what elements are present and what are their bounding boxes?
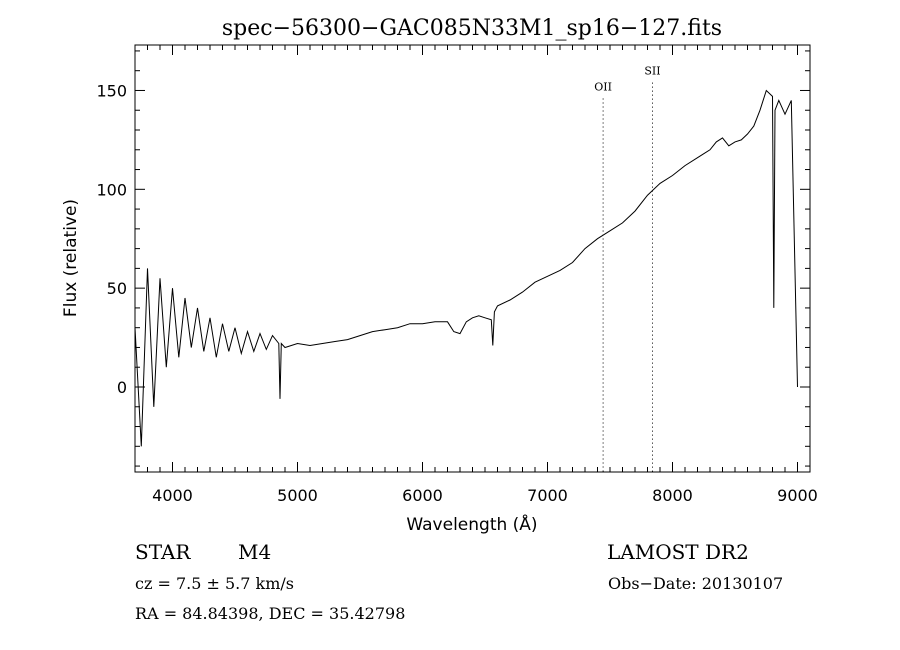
spectrum-line bbox=[134, 89, 798, 447]
y-tick-label: 100 bbox=[96, 180, 127, 199]
redshift-text: cz = 7.5 ± 5.7 km/s bbox=[135, 574, 294, 593]
x-axis-label: Wavelength (Å) bbox=[406, 513, 537, 535]
x-tick-label: 5000 bbox=[277, 486, 318, 505]
object-class: STAR bbox=[135, 540, 191, 564]
plot-frame bbox=[134, 44, 811, 473]
object-subclass: M4 bbox=[238, 540, 272, 564]
y-tick-label: 0 bbox=[117, 378, 127, 397]
survey-label: LAMOST DR2 bbox=[607, 540, 749, 564]
x-tick-label: 6000 bbox=[402, 486, 443, 505]
marker-label: OII bbox=[594, 80, 612, 93]
emission-line-markers: OII SII bbox=[594, 65, 661, 472]
marker-label: SII bbox=[644, 65, 660, 78]
coordinates-text: RA = 84.84398, DEC = 35.42798 bbox=[135, 604, 406, 623]
x-tick-label: 8000 bbox=[652, 486, 693, 505]
x-tick-label: 4000 bbox=[152, 486, 193, 505]
chart-title: spec−56300−GAC085N33M1_sp16−127.fits bbox=[222, 16, 722, 41]
x-tick-label: 7000 bbox=[527, 486, 568, 505]
obs-date-text: Obs−Date: 20130107 bbox=[608, 574, 784, 593]
y-tick-label: 50 bbox=[107, 279, 127, 298]
plot-axes: 4000 5000 6000 7000 8000 9000 0 50 100 150 bbox=[96, 44, 818, 505]
y-axis-label: Flux (relative) bbox=[61, 199, 81, 317]
y-tick-label: 150 bbox=[96, 81, 127, 100]
x-tick-label: 9000 bbox=[777, 486, 818, 505]
